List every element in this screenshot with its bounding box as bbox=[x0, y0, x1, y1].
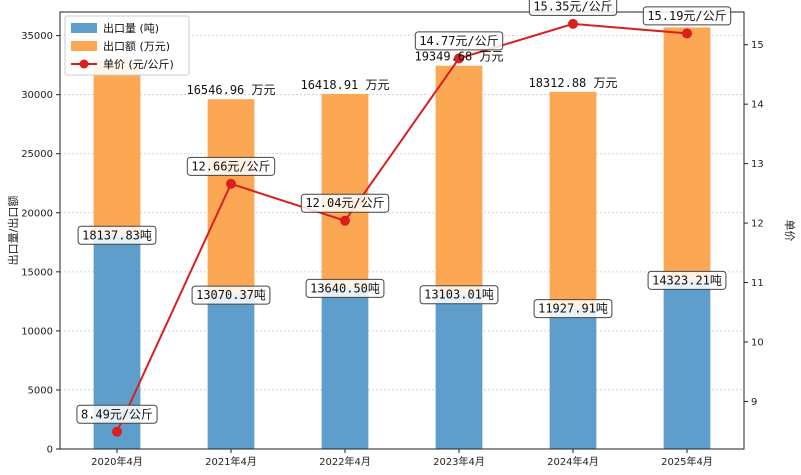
y-tick-label-left: 20000 bbox=[21, 208, 53, 219]
grid bbox=[60, 35, 744, 391]
price-label-box bbox=[76, 404, 158, 424]
price-point bbox=[112, 426, 122, 437]
volume-label-text: 18137.83吨 bbox=[82, 228, 152, 242]
volume-label-box bbox=[77, 225, 157, 245]
y-tick-label-left: 25000 bbox=[21, 149, 53, 160]
volume-label-text: 13103.01吨 bbox=[424, 288, 494, 302]
volume-label-box bbox=[647, 270, 727, 290]
y-tick-label-left: 5000 bbox=[28, 385, 53, 396]
y-tick-label-right: 14 bbox=[751, 100, 764, 111]
price-line bbox=[112, 18, 692, 437]
volume-label: 13640.50吨 bbox=[305, 278, 385, 298]
volume-label: 13070.37吨 bbox=[191, 285, 271, 305]
x-tick-label: 2021年4月 bbox=[205, 455, 257, 468]
price-line-path bbox=[116, 22, 688, 433]
price-label-box bbox=[186, 156, 276, 176]
y-tick-label-right: 11 bbox=[751, 278, 764, 289]
price-label-box bbox=[300, 193, 390, 213]
volume-label-box bbox=[533, 299, 613, 319]
price-label-text: 14.77元/公斤 bbox=[419, 34, 498, 48]
volume-label: 13103.01吨 bbox=[419, 285, 499, 305]
volume-label-text: 13070.37吨 bbox=[196, 288, 266, 302]
x-tick-label: 2023年4月 bbox=[433, 455, 485, 468]
price-label: 12.66元/公斤 bbox=[186, 156, 276, 176]
volume-label-text: 13640.50吨 bbox=[310, 281, 380, 295]
bar-export-amount bbox=[549, 91, 597, 309]
price-point bbox=[226, 178, 236, 189]
legend: 出口量 (吨) 出口额 (万元) 单价 (元/公斤) bbox=[64, 15, 190, 76]
volume-label-box bbox=[419, 285, 499, 305]
bar-export-volume bbox=[435, 294, 483, 449]
y-tick-label-left: 10000 bbox=[21, 326, 53, 337]
price-label-text: 15.19元/公斤 bbox=[647, 9, 726, 23]
y-tick-label-right: 10 bbox=[751, 337, 764, 348]
legend-label-price: 单价 (元/公斤) bbox=[103, 58, 174, 71]
price-label: 14.77元/公斤 bbox=[414, 31, 504, 51]
price-label: 12.04元/公斤 bbox=[300, 193, 390, 213]
bar-export-amount bbox=[321, 93, 369, 288]
bar-export-volume bbox=[663, 279, 711, 449]
price-point bbox=[454, 53, 464, 64]
price-point bbox=[568, 18, 578, 29]
price-label: 15.19元/公斤 bbox=[642, 6, 732, 26]
price-label-text: 8.49元/公斤 bbox=[81, 407, 153, 421]
y-axis-title-left: 出口量/出口额 bbox=[6, 196, 20, 266]
bar-export-amount bbox=[435, 65, 483, 295]
volume-label: 14323.21吨 bbox=[647, 270, 727, 290]
legend-swatch-amount bbox=[71, 41, 97, 51]
amount-label: 16546.96 万元 bbox=[186, 83, 275, 97]
y-tick-label-right: 12 bbox=[751, 219, 764, 230]
y-tick-label-right: 13 bbox=[751, 159, 764, 170]
x-tick-label: 2024年4月 bbox=[547, 455, 599, 468]
bar-export-volume bbox=[321, 287, 369, 449]
axes: 0 5000 10000 15000 20000 25000 30000 35000 9 10 11… bbox=[21, 31, 764, 468]
legend-label-volume: 出口量 (吨) bbox=[103, 21, 159, 35]
amount-label: 18312.88 万元 bbox=[528, 76, 617, 90]
price-label-text: 12.66元/公斤 bbox=[191, 159, 270, 173]
x-tick-label: 2022年4月 bbox=[319, 455, 371, 468]
price-label-box bbox=[528, 0, 618, 16]
price-label-text: 15.35元/公斤 bbox=[533, 0, 612, 13]
legend-label-amount: 出口额 (万元) bbox=[103, 39, 170, 53]
volume-label: 18137.83吨 bbox=[77, 225, 157, 245]
y-tick-label-left: 30000 bbox=[21, 90, 53, 101]
y-tick-label-left: 0 bbox=[47, 445, 53, 456]
bar-export-volume bbox=[549, 308, 597, 449]
y-tick-label-left: 35000 bbox=[21, 31, 53, 42]
volume-label-text: 11927.91吨 bbox=[538, 302, 608, 316]
price-label-box bbox=[642, 6, 732, 26]
price-label-box bbox=[414, 31, 504, 51]
price-label-text: 12.04元/公斤 bbox=[305, 196, 384, 210]
y-axis-title-right: 单价 bbox=[783, 220, 796, 242]
price-point bbox=[682, 28, 692, 39]
plot-frame bbox=[59, 11, 745, 450]
data-labels: 18137.83吨 13070.37吨 13640.50吨 13103.01吨 1192… bbox=[76, 0, 732, 424]
y-tick-label-right: 15 bbox=[751, 40, 764, 51]
price-point bbox=[340, 215, 350, 226]
bar-export-volume bbox=[207, 294, 255, 449]
legend-marker-price bbox=[79, 59, 89, 69]
bar-export-amount bbox=[663, 27, 711, 280]
price-label: 8.49元/公斤 bbox=[76, 404, 158, 424]
y-tick-label-left: 15000 bbox=[21, 267, 53, 278]
amount-label: 16418.91 万元 bbox=[300, 78, 389, 92]
y-tick-label-right: 9 bbox=[751, 397, 757, 408]
volume-label: 11927.91吨 bbox=[533, 299, 613, 319]
volume-label-box bbox=[305, 278, 385, 298]
price-label: 15.35元/公斤 bbox=[528, 0, 618, 16]
volume-label-box bbox=[191, 285, 271, 305]
amount-label: 19349.68 万元 bbox=[414, 50, 503, 64]
x-tick-label: 2020年4月 bbox=[91, 455, 143, 468]
bar-export-amount bbox=[207, 99, 255, 295]
bars bbox=[93, 27, 711, 449]
bar-export-amount bbox=[93, 59, 141, 235]
legend-swatch-volume bbox=[71, 23, 97, 33]
x-tick-label: 2025年4月 bbox=[661, 455, 713, 468]
volume-label-text: 14323.21吨 bbox=[652, 273, 722, 287]
